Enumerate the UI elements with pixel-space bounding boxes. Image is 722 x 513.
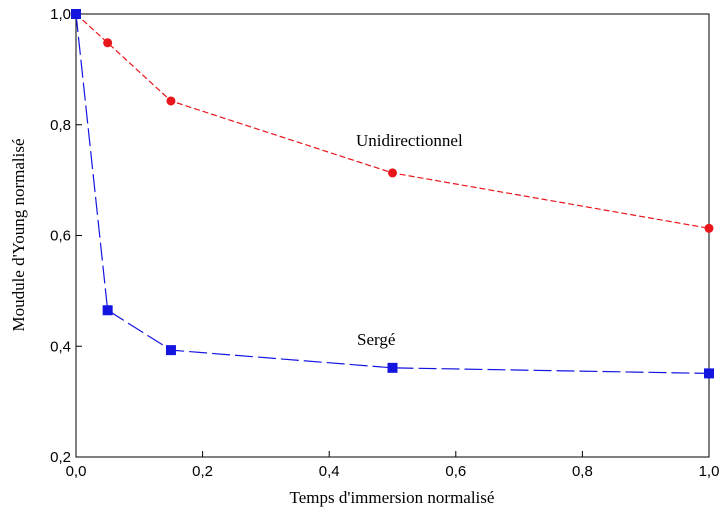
- series-label-serge: Sergé: [357, 330, 395, 349]
- data-point-unidirectionnel: [388, 168, 397, 178]
- series-line-serge: [75, 13, 710, 374]
- series-line-unidirectionnel: [75, 13, 710, 229]
- x-tick-label: 0,6: [445, 463, 466, 480]
- x-tick-label: 0,8: [572, 463, 593, 480]
- y-tick-label: 0,4: [50, 338, 71, 355]
- y-tick-label: 0,8: [50, 117, 71, 134]
- y-axis-ticks: 0,2 0,4 0,6 0,8 1,0: [50, 6, 82, 466]
- series-layer: [71, 9, 714, 379]
- plot-frame: [75, 13, 710, 458]
- data-point-serge: [165, 345, 176, 356]
- x-tick-label: 0,4: [319, 463, 340, 480]
- x-tick-label: 0,2: [192, 463, 213, 480]
- series-label-unidirectionnel: Unidirectionnel: [356, 131, 463, 150]
- y-tick-label: 0,6: [50, 228, 71, 245]
- y-axis-title: Moudule d'Young normalisé: [9, 138, 28, 331]
- data-point-serge: [704, 368, 714, 379]
- x-tick-label: 0,0: [66, 463, 87, 480]
- data-point-unidirectionnel: [166, 96, 176, 106]
- data-point-unidirectionnel: [704, 223, 714, 233]
- data-point-serge: [387, 362, 398, 373]
- y-tick-label: 0,2: [50, 449, 71, 466]
- data-point-serge: [102, 305, 113, 316]
- x-axis-title: Temps d'immersion normalisé: [290, 488, 495, 507]
- data-point-unidirectionnel: [103, 38, 113, 48]
- x-axis-ticks: 0,0 0,2 0,4 0,6 0,8 1,0: [66, 451, 720, 480]
- x-tick-label: 1,0: [699, 463, 720, 480]
- y-tick-label: 1,0: [50, 6, 71, 23]
- data-point-serge: [71, 9, 81, 19]
